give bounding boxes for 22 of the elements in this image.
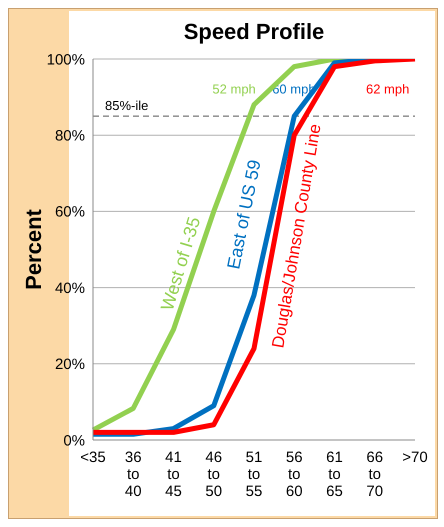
chart-title: Speed Profile xyxy=(184,19,324,44)
x-tick-label: 36 to 40 xyxy=(124,449,142,500)
x-tick-label: 51 to 55 xyxy=(246,449,262,500)
x-tick-label: 41 to 45 xyxy=(165,449,182,500)
y-tick-label: 0% xyxy=(63,432,85,450)
y-axis-title: Percent xyxy=(20,208,46,290)
y-tick-label: 20% xyxy=(54,356,85,374)
x-tick-label: <35 xyxy=(80,449,106,466)
y-tick-label: 80% xyxy=(54,128,85,145)
x-tick-label: >70 xyxy=(402,449,428,466)
text: East of US 59 xyxy=(223,158,265,271)
y-tick-label: 100% xyxy=(46,51,85,68)
annotation: 62 mph xyxy=(366,81,410,96)
y-tick-label: 40% xyxy=(54,280,85,297)
x-tick-label: 66 to 70 xyxy=(366,449,384,500)
x-tick-label: 46 to 50 xyxy=(205,449,222,500)
ref-line-label: 85%-ile xyxy=(105,98,148,114)
text: West of I-35 xyxy=(157,214,204,313)
y-tick-label: 60% xyxy=(54,204,85,221)
annotation: 52 mph xyxy=(212,81,256,96)
x-tick-label: 56 to 60 xyxy=(286,449,303,500)
x-tick-label: 61 to 65 xyxy=(326,449,343,500)
